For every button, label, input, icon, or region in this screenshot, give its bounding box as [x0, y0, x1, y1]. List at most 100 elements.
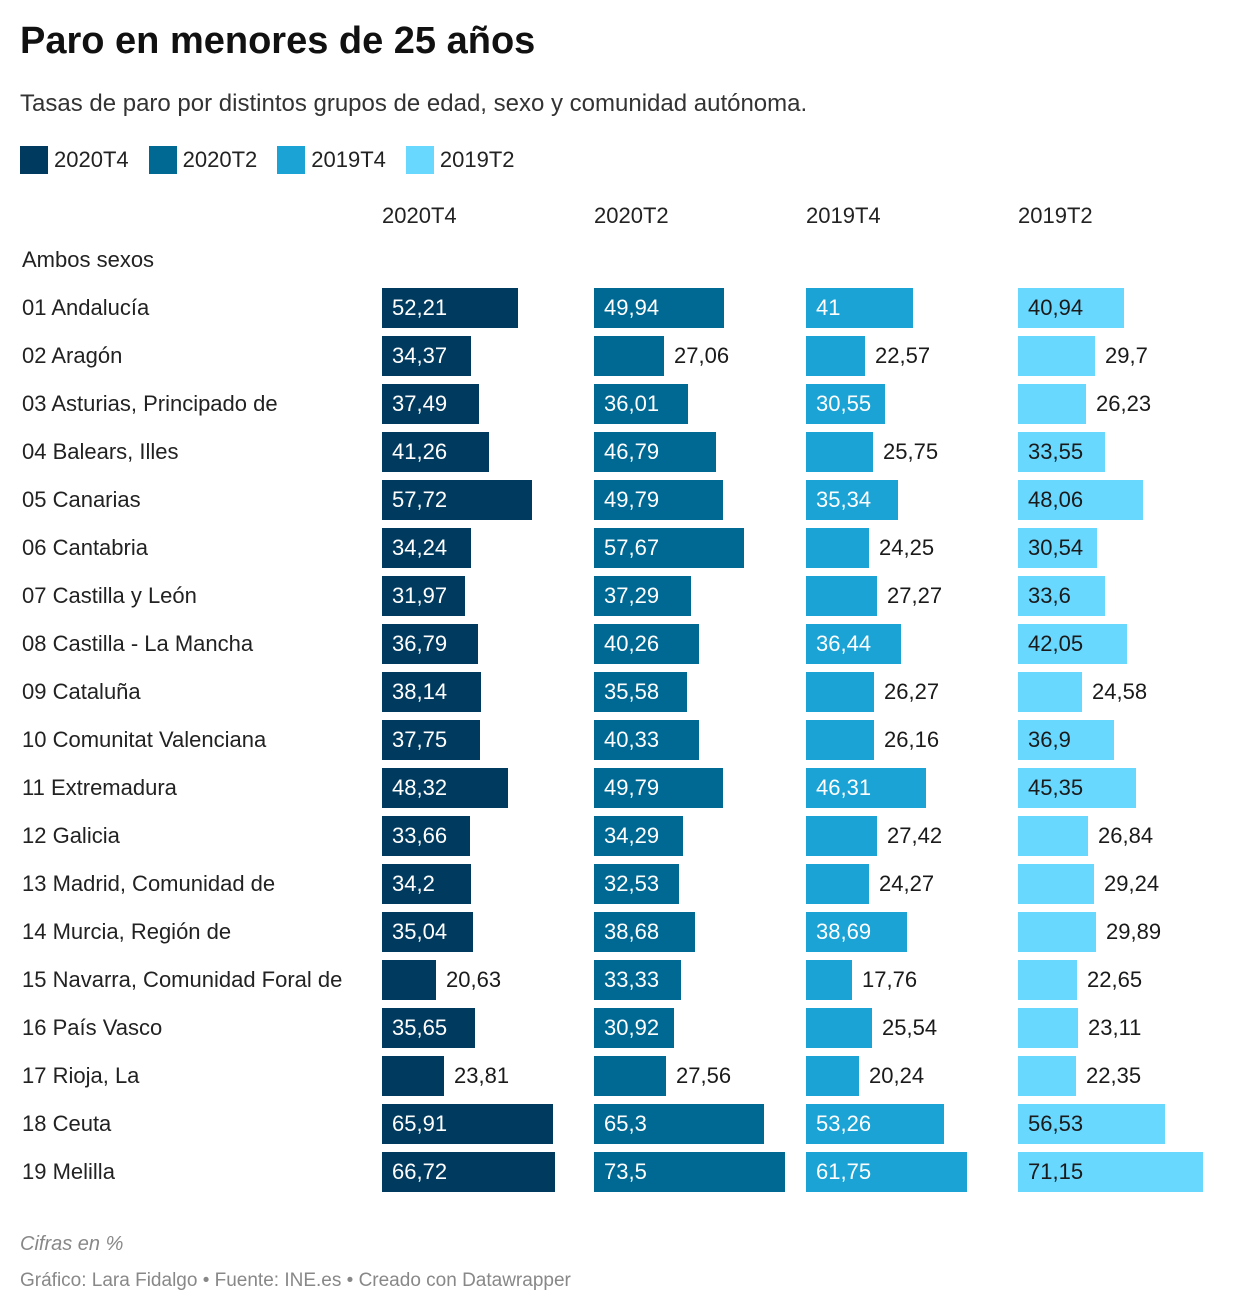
units-note: Cifras en % — [20, 1233, 124, 1255]
bar — [1018, 576, 1105, 616]
bar — [1018, 288, 1124, 328]
data-label: 23,81 — [454, 1063, 510, 1088]
data-label: 37,29 — [604, 583, 660, 608]
row-label: 07 Castilla y León — [22, 583, 197, 608]
data-label: 32,53 — [604, 871, 660, 896]
column-header: 2020T2 — [594, 203, 669, 228]
bar — [594, 720, 699, 760]
data-label: 26,23 — [1096, 391, 1152, 416]
bar — [594, 912, 695, 952]
row-label: 03 Asturias, Principado de — [22, 391, 278, 416]
data-label: 38,68 — [604, 919, 660, 944]
data-label: 24,58 — [1092, 679, 1148, 704]
data-label: 36,01 — [604, 391, 660, 416]
bar — [594, 528, 744, 568]
bar — [1018, 672, 1082, 712]
bar — [806, 816, 877, 856]
bar — [1018, 960, 1077, 1000]
column-header: 2019T4 — [806, 203, 881, 228]
bar — [382, 528, 471, 568]
data-label: 49,79 — [604, 487, 660, 512]
data-label: 40,26 — [604, 631, 660, 656]
data-label: 36,44 — [816, 631, 872, 656]
data-label: 38,69 — [816, 919, 872, 944]
bar — [382, 1056, 444, 1096]
bar — [382, 768, 508, 808]
bar — [806, 384, 885, 424]
bar — [594, 1152, 785, 1192]
bar — [382, 288, 518, 328]
bar — [382, 1104, 553, 1144]
data-label: 26,84 — [1098, 823, 1154, 848]
data-label: 20,24 — [869, 1063, 925, 1088]
row-label: 09 Cataluña — [22, 679, 141, 704]
data-label: 49,79 — [604, 775, 660, 800]
legend-item-2020T2: 2020T2 — [148, 146, 258, 174]
chart-subtitle: Tasas de paro por distintos grupos de ed… — [20, 90, 808, 117]
data-label: 29,24 — [1104, 871, 1160, 896]
row-label: 10 Comunitat Valenciana — [22, 727, 267, 752]
legend-label: 2020T4 — [54, 147, 129, 172]
data-label: 35,04 — [392, 919, 448, 944]
bar — [594, 1104, 764, 1144]
data-label: 40,94 — [1028, 295, 1084, 320]
chart-title: Paro en menores de 25 años — [20, 20, 536, 62]
bar — [382, 1152, 555, 1192]
bar — [1018, 1008, 1078, 1048]
data-label: 46,31 — [816, 775, 872, 800]
data-label: 27,06 — [674, 343, 730, 368]
data-label: 24,25 — [879, 535, 935, 560]
bar — [594, 816, 683, 856]
row-label: 19 Melilla — [22, 1159, 115, 1184]
data-label: 22,57 — [875, 343, 931, 368]
data-label: 37,75 — [392, 727, 448, 752]
bar — [806, 624, 901, 664]
data-label: 35,34 — [816, 487, 872, 512]
data-label: 33,66 — [392, 823, 448, 848]
bar — [382, 816, 470, 856]
data-label: 29,89 — [1106, 919, 1162, 944]
bar — [382, 384, 479, 424]
data-label: 52,21 — [392, 295, 448, 320]
data-label: 17,76 — [862, 967, 918, 992]
bar — [594, 1008, 674, 1048]
data-label: 25,75 — [883, 439, 939, 464]
data-label: 35,58 — [604, 679, 660, 704]
bar — [806, 1008, 872, 1048]
data-label: 57,67 — [604, 535, 660, 560]
bar — [1018, 624, 1127, 664]
data-label: 23,11 — [1088, 1015, 1142, 1040]
data-label: 33,55 — [1028, 439, 1084, 464]
data-label: 26,27 — [884, 679, 940, 704]
data-label: 29,7 — [1105, 343, 1148, 368]
bar — [1018, 912, 1096, 952]
legend: 2020T4 2020T2 2019T4 2019T2 — [20, 146, 515, 174]
bar — [1018, 480, 1143, 520]
bar — [806, 1152, 967, 1192]
data-label: 57,72 — [392, 487, 448, 512]
row-label: 16 País Vasco — [22, 1015, 163, 1040]
source-footer: Gráfico: Lara Fidalgo • Fuente: INE.es •… — [20, 1270, 571, 1291]
data-label: 22,65 — [1087, 967, 1143, 992]
data-label: 34,29 — [604, 823, 660, 848]
bar — [806, 960, 852, 1000]
data-label: 27,56 — [676, 1063, 732, 1088]
bar — [806, 672, 874, 712]
bar — [806, 528, 869, 568]
data-label: 65,3 — [604, 1111, 647, 1136]
bar — [382, 864, 471, 904]
data-label: 33,6 — [1028, 583, 1071, 608]
bar — [806, 1104, 944, 1144]
data-label: 30,54 — [1028, 535, 1084, 560]
row-label: 04 Balears, Illes — [22, 439, 179, 464]
bar — [806, 912, 907, 952]
bar — [382, 480, 532, 520]
data-label: 37,49 — [392, 391, 448, 416]
bar — [1018, 1104, 1165, 1144]
legend-label: 2020T2 — [182, 147, 258, 172]
bar — [806, 480, 898, 520]
bar — [382, 912, 473, 952]
row-label: 14 Murcia, Región de — [22, 919, 232, 944]
data-label: 36,79 — [392, 631, 448, 656]
bar — [382, 960, 436, 1000]
